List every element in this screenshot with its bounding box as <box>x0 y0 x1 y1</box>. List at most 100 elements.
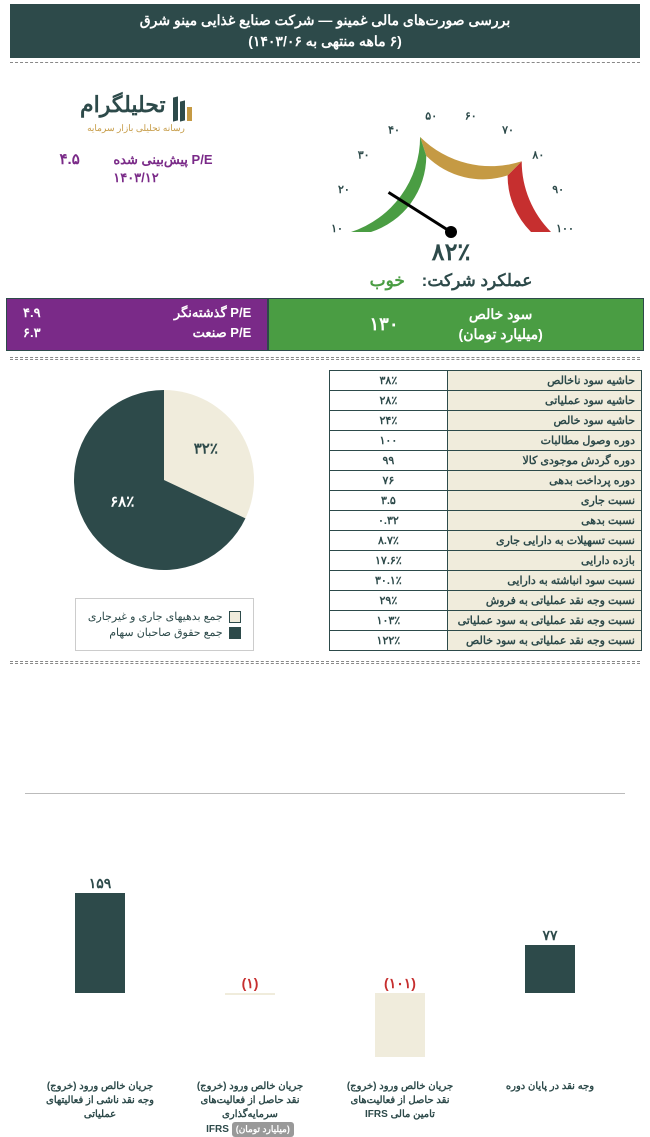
svg-text:۶۸٪: ۶۸٪ <box>110 494 134 511</box>
peF-date: ۱۴۰۳/۱۲ <box>10 170 262 186</box>
ratio-row: نسبت جاری ۳.۵ <box>329 491 642 511</box>
ratio-label: حاشیه سود خالص <box>448 411 642 431</box>
pe-industry-label: P/E صنعت <box>193 325 252 341</box>
svg-text:۱۰۰: ۱۰۰ <box>556 223 574 235</box>
np-title: سود خالص <box>459 305 543 325</box>
ratio-value: ۱۲۲٪ <box>329 631 448 651</box>
cashflow-chart: ۷۷ وجه نقد در پایان دوره (۱۰۱) جریان خال… <box>25 680 625 880</box>
ratio-label: نسبت جاری <box>448 491 642 511</box>
ratio-value: ۱۷.۶٪ <box>329 551 448 571</box>
ratio-value: ۲۹٪ <box>329 591 448 611</box>
ratio-value: ۲۴٪ <box>329 411 448 431</box>
net-profit-box: سود خالص (میلیارد تومان) ۱۳۰ <box>268 298 644 351</box>
cf-label: وجه نقد در پایان دوره <box>495 1080 605 1094</box>
performance-gauge: ۱۰۰۹۰۸۰۷۰۶۰۵۰۴۰۳۰۲۰۱۰ <box>311 82 591 242</box>
pie-legend: جمع بدهیهای جاری و غیرجاری جمع حقوق صاحبا… <box>75 598 254 651</box>
ratio-label: دوره وصول مطالبات <box>448 431 642 451</box>
ratio-row: بازده دارایی ۱۷.۶٪ <box>329 551 642 571</box>
pe-forward-box: P/E پیش‌بینی شده ۴.۵ ۱۴۰۳/۱۲ <box>10 150 262 186</box>
svg-text:۷۰: ۷۰ <box>501 124 514 136</box>
ratio-value: ۳.۵ <box>329 491 448 511</box>
pe-trailing-label: P/E گذشته‌نگر <box>174 305 251 321</box>
brand-name: تحلیلگرام <box>80 92 166 117</box>
cf-label: جریان خالص ورود (خروج) نقد حاصل از فعالی… <box>345 1080 455 1122</box>
pe-industry-val: ۶.۳ <box>23 325 41 341</box>
pie-section: ۳۲٪ ۶۸٪ جمع بدهیهای جاری و غیرجاری جمع حقو… <box>8 370 321 651</box>
gauge-percent: ۸۲٪ <box>432 238 471 267</box>
cf-value: ۱۵۹ <box>89 875 112 892</box>
ratio-value: ۱۰۳٪ <box>329 611 448 631</box>
svg-text:۸۰: ۸۰ <box>531 150 544 162</box>
ratio-value: ۰.۳۲ <box>329 511 448 531</box>
ratio-row: حاشیه سود خالص ۲۴٪ <box>329 411 642 431</box>
header-line1: بررسی صورت‌های مالی غمینو — شرکت صنایع غ… <box>10 10 640 31</box>
ratio-label: حاشیه سود عملیاتی <box>448 391 642 411</box>
peF-value: ۴.۵ <box>59 150 79 168</box>
svg-text:۳۲٪: ۳۲٪ <box>194 441 218 458</box>
brand-logo: تحلیلگرام <box>10 92 262 121</box>
unit-pill: (میلیارد تومان) <box>232 1122 294 1137</box>
brand-tagline: رسانه تحلیلی بازار سرمایه <box>10 123 262 134</box>
perf-value: خوب <box>370 271 405 290</box>
gauge-panel: ۱۰۰۹۰۸۰۷۰۶۰۵۰۴۰۳۰۲۰۱۰ ۸۲٪ عملکرد شرکت: خ… <box>262 82 640 291</box>
pe-history-box: P/E گذشته‌نگر ۴.۹ P/E صنعت ۶.۳ <box>6 298 268 351</box>
legend-item: جمع بدهیهای جاری و غیرجاری <box>88 610 241 623</box>
cashflow-panel: ۷۷ وجه نقد در پایان دوره (۱۰۱) جریان خال… <box>0 670 650 960</box>
ratio-label: نسبت وجه نقد عملیاتی به فروش <box>448 591 642 611</box>
np-label: سود خالص (میلیارد تومان) <box>459 305 543 344</box>
pe-net-row: سود خالص (میلیارد تومان) ۱۳۰ P/E گذشته‌ن… <box>6 298 644 351</box>
ratio-value: ۷۶ <box>329 471 448 491</box>
ratio-label: نسبت وجه نقد عملیاتی به سود عملیاتی <box>448 611 642 631</box>
cf-bar <box>75 893 125 993</box>
svg-text:۲۰: ۲۰ <box>338 184 350 196</box>
legend-label: جمع بدهیهای جاری و غیرجاری <box>88 610 223 623</box>
logo-icon <box>173 97 192 121</box>
ratio-label: نسبت وجه نقد عملیاتی به سود خالص <box>448 631 642 651</box>
np-value: ۱۳۰ <box>370 314 399 335</box>
perf-label: عملکرد شرکت: <box>422 271 533 290</box>
ratio-label: دوره گردش موجودی کالا <box>448 451 642 471</box>
performance-row: عملکرد شرکت: خوب <box>370 271 533 291</box>
ratio-value: ۳۰.۱٪ <box>329 571 448 591</box>
cf-label: جریان خالص ورود (خروج) نقد حاصل از فعالی… <box>195 1080 305 1137</box>
svg-text:۳۰: ۳۰ <box>358 150 370 162</box>
mid-panel: حاشیه سود ناخالص ۳۸٪ حاشیه سود عملیاتی ۲… <box>0 366 650 655</box>
ratio-label: دوره پرداخت بدهی <box>448 471 642 491</box>
ratio-row: دوره وصول مطالبات ۱۰۰ <box>329 431 642 451</box>
cf-label: جریان خالص ورود (خروج) وجه نقد ناشی از ف… <box>45 1080 155 1122</box>
ratio-row: حاشیه سود ناخالص ۳۸٪ <box>329 371 642 391</box>
legend-item: جمع حقوق صاحبان سهام <box>88 626 241 639</box>
ratio-row: حاشیه سود عملیاتی ۲۸٪ <box>329 391 642 411</box>
ratio-label: نسبت سود انباشته به دارایی <box>448 571 642 591</box>
cf-bar <box>375 993 425 1057</box>
divider <box>10 62 640 63</box>
ratio-label: نسبت تسهیلات به دارایی جاری <box>448 531 642 551</box>
ratio-row: نسبت بدهی ۰.۳۲ <box>329 511 642 531</box>
cf-value: ۷۷ <box>542 927 557 944</box>
ratio-value: ۱۰۰ <box>329 431 448 451</box>
np-subtitle: (میلیارد تومان) <box>459 325 543 345</box>
ratio-row: نسبت سود انباشته به دارایی ۳۰.۱٪ <box>329 571 642 591</box>
divider <box>10 357 640 360</box>
ratio-value: ۳۸٪ <box>329 371 448 391</box>
legend-label: جمع حقوق صاحبان سهام <box>109 626 222 639</box>
header-line2: (۶ ماهه منتهی به ۱۴۰۳/۰۶) <box>10 31 640 52</box>
svg-text:۴۰: ۴۰ <box>388 124 400 136</box>
report-header: بررسی صورت‌های مالی غمینو — شرکت صنایع غ… <box>10 4 640 58</box>
ratio-value: ۹۹ <box>329 451 448 471</box>
svg-text:۶۰: ۶۰ <box>465 111 477 123</box>
ratio-row: نسبت وجه نقد عملیاتی به فروش ۲۹٪ <box>329 591 642 611</box>
ratio-label: بازده دارایی <box>448 551 642 571</box>
ratio-row: نسبت تسهیلات به دارایی جاری ۸.۷٪ <box>329 531 642 551</box>
svg-text:۱۰: ۱۰ <box>331 223 343 235</box>
top-panel: ۱۰۰۹۰۸۰۷۰۶۰۵۰۴۰۳۰۲۰۱۰ ۸۲٪ عملکرد شرکت: خ… <box>0 67 650 296</box>
cf-value: (۱۰۱) <box>384 975 416 992</box>
ratio-row: دوره گردش موجودی کالا ۹۹ <box>329 451 642 471</box>
brand-panel: تحلیلگرام رسانه تحلیلی بازار سرمایه P/E … <box>10 82 262 291</box>
cf-bar <box>525 945 575 993</box>
svg-text:۵۰: ۵۰ <box>425 111 437 123</box>
ratio-row: دوره پرداخت بدهی ۷۶ <box>329 471 642 491</box>
ratio-value: ۲۸٪ <box>329 391 448 411</box>
divider <box>10 661 640 664</box>
ratio-row: نسبت وجه نقد عملیاتی به سود عملیاتی ۱۰۳٪ <box>329 611 642 631</box>
